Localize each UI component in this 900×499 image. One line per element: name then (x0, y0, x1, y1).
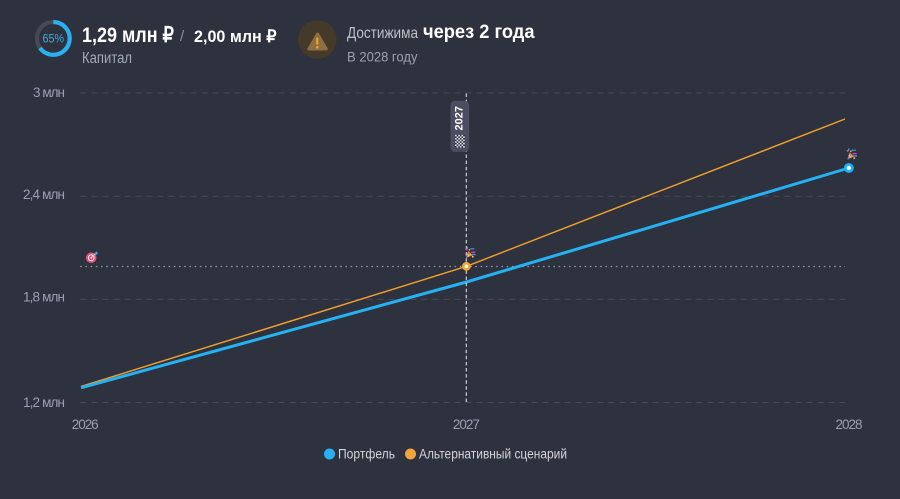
svg-text:Портфель: Портфель (338, 447, 395, 462)
svg-text:2027: 2027 (454, 106, 466, 130)
svg-text:через 2 года: через 2 года (423, 21, 535, 43)
svg-text:2026: 2026 (72, 417, 99, 432)
svg-text:Капитал: Капитал (82, 50, 132, 67)
svg-text:2,4 млн: 2,4 млн (23, 187, 65, 202)
svg-text:/: / (180, 28, 185, 45)
svg-text:Достижима: Достижима (347, 25, 418, 42)
svg-text:1,29 млн ₽: 1,29 млн ₽ (82, 23, 174, 47)
svg-text:2,00 млн ₽: 2,00 млн ₽ (194, 27, 277, 46)
svg-text:3 млн: 3 млн (33, 85, 65, 100)
svg-text:65%: 65% (43, 32, 65, 46)
svg-text:В 2028 году: В 2028 году (347, 50, 418, 65)
svg-text:1,2 млн: 1,2 млн (23, 395, 65, 410)
svg-text:2027: 2027 (453, 417, 480, 432)
svg-text:Альтернативный сценарий: Альтернативный сценарий (419, 447, 567, 462)
svg-text:2028: 2028 (836, 417, 863, 432)
svg-text:1,8 млн: 1,8 млн (23, 289, 65, 304)
